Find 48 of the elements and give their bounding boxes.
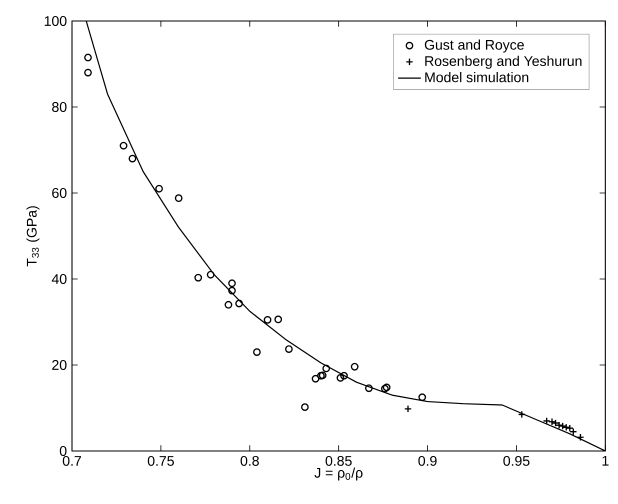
point <box>253 348 261 356</box>
point <box>206 270 215 279</box>
x-tick-label: 0.7 <box>62 456 82 466</box>
point <box>120 142 128 150</box>
point <box>301 403 309 412</box>
point <box>365 384 373 392</box>
x-tick-label: 0.95 <box>503 456 530 466</box>
point <box>381 384 389 393</box>
legend-label: Gust and Royce <box>424 40 524 53</box>
legend-label: Model simulation <box>425 72 528 82</box>
point <box>228 286 236 294</box>
point <box>322 364 330 372</box>
point <box>340 372 348 380</box>
point <box>404 404 412 413</box>
point <box>128 154 136 162</box>
point <box>84 54 92 62</box>
point <box>317 372 325 380</box>
x-tick-label: 0.8 <box>240 456 259 466</box>
point <box>84 68 92 76</box>
y-tick-label: 40 <box>52 274 67 284</box>
point <box>174 194 183 202</box>
x-tick-label: 0.75 <box>148 456 174 466</box>
y-tick-label: 80 <box>52 102 67 112</box>
point <box>418 393 426 402</box>
point <box>264 316 272 324</box>
legend-label: Rosenberg and Yeshurun <box>425 56 582 69</box>
point <box>350 362 359 371</box>
x-tick-label: 1 <box>602 456 609 466</box>
x-tick-label: 0.9 <box>418 456 437 466</box>
point <box>382 383 391 392</box>
x-axis-title: J = ρ$_{0}$/ρ <box>314 467 363 480</box>
point <box>155 184 163 193</box>
point <box>194 274 202 282</box>
point <box>235 300 243 308</box>
x-tick-label: 0.85 <box>326 456 352 466</box>
y-axis-title: T$_{33}$ (GPa) <box>26 206 40 266</box>
y-tick-label: 60 <box>52 188 67 198</box>
y-tick-label: 0 <box>60 446 67 456</box>
point <box>285 345 293 353</box>
point <box>552 419 560 427</box>
y-tick-label: 100 <box>44 16 67 26</box>
point <box>224 300 232 309</box>
point <box>312 374 320 383</box>
point <box>274 316 282 324</box>
y-tick-label: 20 <box>52 360 67 370</box>
point <box>228 279 236 288</box>
point <box>318 371 327 380</box>
point <box>336 374 344 382</box>
